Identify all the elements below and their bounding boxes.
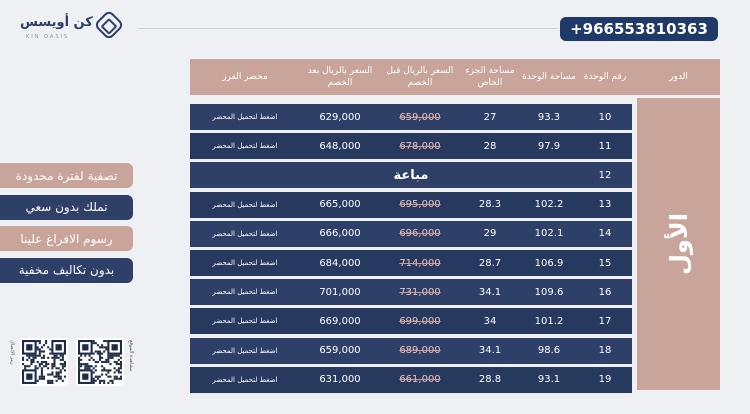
price-after-cell: 659,000 [319,345,361,357]
offer-pill: رسوم الافراغ علينا [0,226,133,251]
download-record-link[interactable]: اضغط لتحميل المحضر [212,375,278,384]
table-row: اضغط لتحميل المحضر 666,000 696,000 29 102.1 1… [190,220,632,247]
table-row: مباعة 12 [190,162,632,189]
private-area-cell: 34.1 [478,345,502,357]
header-unit-area: مساحة الوحدة [522,72,576,82]
logo-mark-icon [93,9,125,41]
qr-code-left[interactable] [20,338,68,386]
price-after-cell: 631,000 [319,374,361,386]
table-row: اضغط لتحميل المحضر 631,000 661,000 28.8 93.1… [190,366,632,393]
table-row: اضغط لتحميل المحضر 629,000 659,000 27 93.3 10 [190,104,632,130]
private-area-cell: 34.1 [478,286,502,298]
price-after-cell: 666,000 [319,228,361,240]
unit-area-cell: 93.3 [537,111,561,123]
download-record-link[interactable]: اضغط لتحميل المحضر [212,142,278,151]
unit-area-cell: 102.2 [534,199,564,211]
price-before-cell: 661,000 [399,374,441,386]
unit-number-cell: 13 [598,199,612,211]
unit-area-cell: 97.9 [537,140,561,152]
header-unit-number: رقم الوحدة [583,72,627,82]
download-record-link[interactable]: اضغط لتحميل المحضر [212,113,278,121]
price-before-cell: 695,000 [399,199,441,211]
price-before-cell: 678,000 [399,140,441,152]
unit-area-cell: 109.6 [534,286,564,298]
price-after-cell: 648,000 [319,140,361,152]
unit-number-cell: 16 [598,286,612,298]
price-before-cell: 731,000 [399,286,441,298]
brand-name: كن أويسس [20,15,93,30]
header-floor: الدور [669,72,688,82]
table-row: اضغط لتحميل المحضر 684,000 714,000 28.7 106.… [190,250,632,276]
header-divider [138,28,558,29]
unit-number-cell: 10 [598,111,612,123]
price-after-cell: 669,000 [319,315,361,327]
price-after-cell: 665,000 [319,199,361,211]
qr-code-right-icon [78,340,122,384]
header-sort-record: محضر الفرز [222,72,268,82]
private-area-cell: 28 [483,140,497,152]
price-before-cell: 659,000 [399,111,441,123]
brand-subtitle: KIN OASIS [26,34,70,40]
offer-pill: بدون تكاليف مخفية [0,257,133,283]
price-before-cell: 699,000 [399,315,441,327]
sold-label: مباعة [393,167,429,183]
unit-number-cell: 12 [598,169,612,181]
download-record-link[interactable]: اضغط لتحميل المحضر [212,346,278,355]
unit-number-cell: 14 [598,228,612,240]
table-row: اضغط لتحميل المحضر 701,000 731,000 34.1 109.… [190,279,632,306]
unit-area-cell: 106.9 [534,257,564,269]
unit-area-cell: 101.2 [534,315,564,327]
private-area-cell: 34 [483,315,497,327]
private-area-cell: 29 [483,228,497,240]
header-private-area: مساحة الجزء الخاص [465,66,515,88]
unit-number-cell: 11 [598,140,612,152]
offer-pill: تملك بدون سعي [0,194,133,220]
offer-pill: تصفية لفترة محدودة [0,163,133,188]
private-area-cell: 28.8 [478,374,502,386]
download-record-link[interactable]: اضغط لتحميل المحضر [212,229,278,238]
price-after-cell: 684,000 [319,257,361,269]
price-before-cell: 689,000 [399,345,441,357]
price-after-cell: 701,000 [319,286,361,298]
qr-code-left-icon [22,340,66,384]
unit-area-cell: 98.6 [537,345,561,357]
phone-number[interactable]: +966553810363 [560,17,718,41]
floor-name: الأول [664,213,693,275]
header-price-before: السعر بالريال قبل الخصم [386,66,454,88]
unit-number-cell: 15 [598,257,612,269]
qr-caption-right: مشاهدة الموقع [128,340,134,372]
table-row: اضغط لتحميل المحضر 648,000 678,000 28 97.9 11 [190,133,632,160]
unit-number-cell: 19 [598,374,612,386]
qr-caption-left: رمز الاتصال [9,340,15,365]
download-record-link[interactable]: اضغط لتحميل المحضر [212,288,278,297]
brand-logo: كن أويسس KIN OASIS [20,9,130,42]
table-row: اضغط لتحميل المحضر 659,000 689,000 34.1 98.6… [190,337,632,364]
download-record-link[interactable]: اضغط لتحميل المحضر [212,317,278,326]
table-row: اضغط لتحميل المحضر 669,000 699,000 34 101.2 1… [190,308,632,335]
qr-code-right[interactable] [76,338,124,386]
table-row: اضغط لتحميل المحضر 665,000 695,000 28.3 102.… [190,191,632,218]
unit-area-cell: 93.1 [537,374,561,386]
price-before-cell: 696,000 [399,228,441,240]
price-before-cell: 714,000 [399,257,441,269]
floor-cell: الأول [637,98,720,390]
download-record-link[interactable]: اضغط لتحميل المحضر [212,200,278,209]
private-area-cell: 28.7 [478,257,502,269]
private-area-cell: 27 [483,111,497,123]
unit-number-cell: 17 [598,315,612,327]
header-price-after: السعر بالريال بعد الخصم [307,66,373,88]
private-area-cell: 28.3 [478,199,502,211]
price-after-cell: 629,000 [319,111,361,123]
unit-number-cell: 18 [598,345,612,357]
download-record-link[interactable]: اضغط لتحميل المحضر [212,259,278,267]
unit-area-cell: 102.1 [534,228,564,240]
table-header: محضر الفرز السعر بالريال بعد الخصم السعر… [190,59,720,95]
